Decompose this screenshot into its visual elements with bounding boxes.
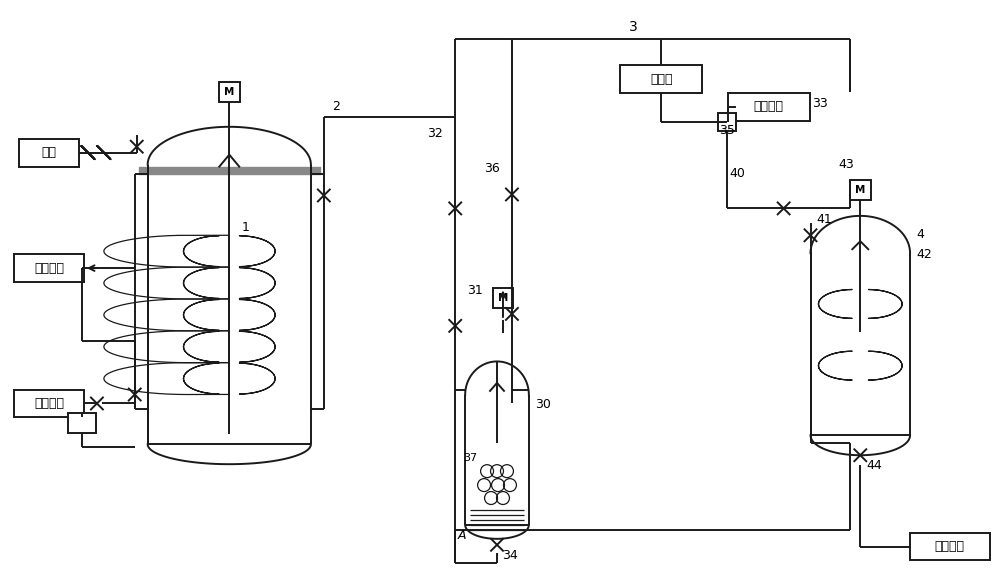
Text: 37: 37 xyxy=(463,453,477,463)
Bar xyxy=(850,179,871,200)
Text: 31: 31 xyxy=(467,284,483,297)
Text: 34: 34 xyxy=(502,548,518,562)
Text: A: A xyxy=(457,529,466,542)
Text: 40: 40 xyxy=(729,166,745,179)
Text: 脱盐水: 脱盐水 xyxy=(650,73,672,86)
Text: 氮气: 氮气 xyxy=(42,146,57,159)
Text: 3: 3 xyxy=(629,21,638,34)
Text: 43: 43 xyxy=(838,158,854,171)
Text: 4: 4 xyxy=(916,229,924,241)
Bar xyxy=(910,533,990,560)
Text: 冷冻供水: 冷冻供水 xyxy=(34,397,64,410)
Text: 二氧化碳: 二氧化碳 xyxy=(754,100,784,113)
Text: 去胶液罐: 去胶液罐 xyxy=(935,540,965,553)
Bar xyxy=(219,81,240,103)
Text: M: M xyxy=(855,185,865,195)
Bar xyxy=(718,113,736,131)
Text: 42: 42 xyxy=(916,248,932,261)
Bar xyxy=(19,139,79,166)
Text: 41: 41 xyxy=(816,213,832,226)
Text: 冷冻回水: 冷冻回水 xyxy=(34,261,64,275)
Text: M: M xyxy=(224,87,234,97)
Bar xyxy=(68,414,96,433)
Text: M: M xyxy=(498,293,508,303)
Text: 33: 33 xyxy=(813,97,828,110)
Text: 36: 36 xyxy=(484,162,500,175)
Bar xyxy=(620,65,702,93)
Text: 30: 30 xyxy=(535,398,551,411)
Text: 2: 2 xyxy=(332,100,340,113)
Text: 35: 35 xyxy=(719,124,735,137)
Text: 44: 44 xyxy=(866,459,882,472)
Text: 32: 32 xyxy=(427,127,443,139)
Bar xyxy=(728,93,810,121)
Text: 1: 1 xyxy=(241,222,249,234)
Bar xyxy=(14,254,84,282)
Bar xyxy=(14,390,84,417)
Bar xyxy=(493,288,513,308)
